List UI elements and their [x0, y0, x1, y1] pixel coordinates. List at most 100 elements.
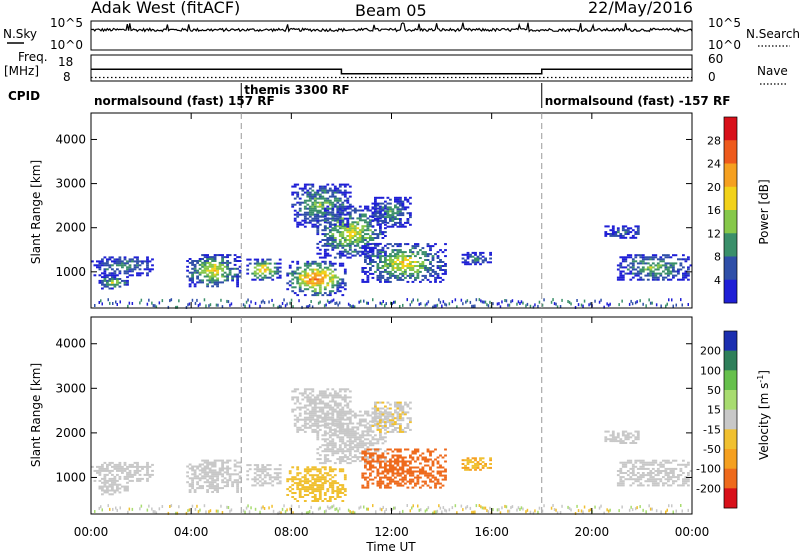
velocity-cell	[394, 462, 397, 465]
power-cell	[248, 258, 252, 261]
power-cell	[669, 262, 673, 265]
power-cell	[91, 260, 94, 263]
power-cell	[679, 278, 683, 281]
velocity-cell	[348, 454, 352, 457]
power-cell	[318, 278, 322, 281]
power-cell	[404, 276, 407, 279]
velocity-cell	[316, 500, 320, 502]
velocity-cell	[424, 472, 427, 475]
power-cell	[296, 191, 300, 194]
power-cell	[401, 263, 405, 265]
power-cell	[619, 276, 623, 279]
power-cell	[306, 262, 310, 265]
power-cell	[646, 266, 650, 269]
velocity-cell	[196, 487, 199, 490]
power-cell	[303, 199, 307, 202]
power-cell	[384, 211, 387, 214]
velocity-cell	[671, 504, 673, 508]
power-cell	[374, 233, 377, 236]
power-cell	[369, 259, 372, 261]
velocity-cell	[466, 463, 470, 465]
velocity-cell	[331, 438, 335, 441]
power-cell	[301, 290, 305, 293]
power-cell	[311, 211, 315, 214]
velocity-cell	[293, 492, 297, 494]
power-cell	[188, 258, 192, 260]
power-cell	[409, 303, 411, 307]
velocity-cell	[303, 500, 307, 502]
power-cell	[133, 260, 137, 263]
power-cell	[303, 185, 307, 188]
power-cell	[236, 260, 239, 262]
power-cell	[293, 185, 297, 188]
power-cell	[321, 244, 325, 247]
velocity-cell	[141, 477, 144, 480]
velocity-cell	[323, 510, 326, 514]
power-cell	[384, 263, 387, 265]
velocity-cell	[426, 464, 430, 467]
velocity-cell	[298, 408, 302, 411]
velocity-cell	[366, 468, 370, 471]
velocity-cell	[358, 436, 362, 439]
power-cell	[336, 244, 340, 247]
velocity-cell	[431, 450, 435, 453]
power-cell	[419, 257, 422, 259]
power-cell	[672, 304, 674, 308]
velocity-cell	[161, 505, 164, 508]
velocity-cell	[336, 396, 340, 399]
power-cell	[409, 267, 412, 269]
velocity-cell	[434, 486, 437, 489]
power-cell	[213, 265, 217, 268]
power-cell	[336, 221, 340, 224]
velocity-cell	[609, 440, 613, 443]
power-cell	[303, 276, 307, 279]
velocity-cell	[284, 510, 287, 514]
velocity-cell	[421, 472, 425, 475]
velocity-cell	[213, 473, 217, 476]
power-cell	[646, 256, 650, 259]
velocity-cell	[348, 458, 352, 461]
power-cell	[331, 262, 335, 265]
velocity-cell	[366, 486, 370, 489]
velocity-cell	[379, 486, 382, 489]
power-cell	[353, 244, 357, 247]
velocity-cell	[296, 426, 300, 429]
power-cell	[434, 280, 437, 283]
power-cell	[108, 266, 112, 269]
velocity-cell	[306, 486, 310, 489]
velocity-cell	[399, 428, 402, 431]
power-cell	[441, 265, 445, 267]
power-cell	[376, 218, 380, 220]
power-colorbar-swatch	[724, 210, 737, 234]
power-cell	[296, 193, 300, 196]
velocity-cell	[639, 482, 643, 485]
velocity-cell	[511, 505, 514, 509]
power-cell	[293, 276, 297, 279]
velocity-cell	[318, 398, 322, 401]
power-cell	[621, 234, 625, 237]
velocity-cell	[444, 478, 447, 481]
velocity-cell	[386, 486, 390, 489]
velocity-cell	[389, 480, 392, 483]
velocity-cell	[303, 396, 307, 399]
velocity-cell	[364, 452, 367, 455]
velocity-cell	[211, 481, 214, 484]
velocity-cell	[128, 473, 132, 476]
velocity-cell	[366, 410, 370, 413]
velocity-cell	[603, 511, 605, 515]
power-cell	[208, 275, 212, 278]
velocity-cell	[358, 434, 362, 437]
power-cell	[107, 298, 109, 302]
power-cell	[296, 280, 300, 283]
velocity-cell	[674, 476, 678, 479]
power-cell	[206, 261, 209, 264]
velocity-cell	[331, 388, 335, 391]
velocity-cell	[98, 485, 102, 488]
velocity-cell	[298, 392, 302, 395]
velocity-cell	[293, 408, 297, 411]
power-cell	[409, 269, 412, 271]
power-cell	[303, 217, 307, 220]
power-cell	[197, 304, 200, 308]
velocity-cell	[641, 465, 645, 468]
power-cell	[333, 215, 337, 218]
